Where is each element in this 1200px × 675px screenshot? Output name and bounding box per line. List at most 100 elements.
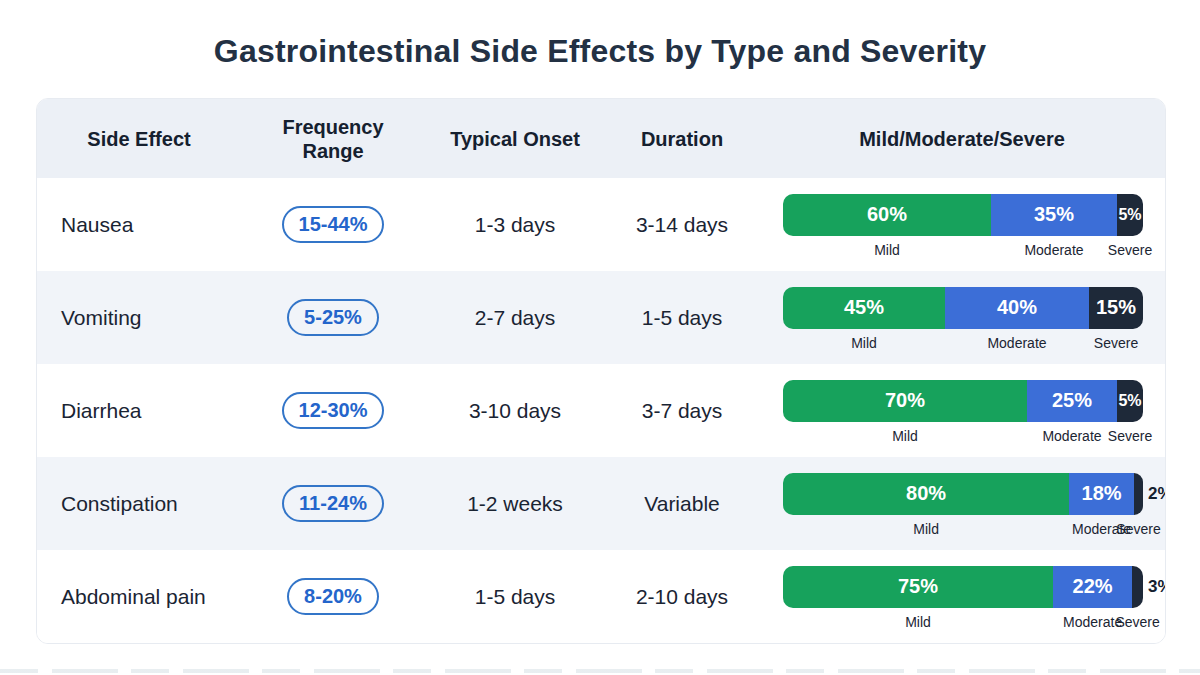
- severity-segment-mild: 75%Mild: [783, 566, 1053, 608]
- severity-stacked-bar: 45%Mild40%Moderate15%Severe: [783, 287, 1143, 329]
- table-header-row: Side Effect Frequency Range Typical Onse…: [37, 99, 1165, 178]
- duration-cell: 1-5 days: [605, 306, 759, 330]
- table-row: Constipation11-24%1-2 weeksVariable80%Mi…: [37, 457, 1165, 550]
- severity-legend-moderate: Moderate: [987, 335, 1046, 351]
- duration-value: Variable: [644, 492, 720, 515]
- frequency-range-cell: 5-25%: [241, 299, 425, 336]
- side-effect-name: Abdominal pain: [61, 585, 206, 608]
- typical-onset-cell: 1-5 days: [425, 585, 605, 609]
- severity-percent-mild: 80%: [906, 482, 946, 505]
- frequency-range-badge: 5-25%: [287, 299, 379, 336]
- severity-segment-mild: 60%Mild: [783, 194, 991, 236]
- frequency-range-badge: 12-30%: [282, 392, 385, 429]
- severity-cell: 75%Mild22%ModerateSevere3%: [759, 586, 1165, 608]
- severity-percent-moderate: 25%: [1052, 389, 1092, 412]
- side-effect-name: Nausea: [61, 213, 133, 236]
- severity-percent-mild: 60%: [867, 203, 907, 226]
- page-title: Gastrointestinal Side Effects by Type an…: [0, 33, 1200, 70]
- severity-legend-moderate: Moderate: [1063, 614, 1122, 630]
- severity-segment-mild: 45%Mild: [783, 287, 945, 329]
- severity-legend-severe: Severe: [1116, 521, 1160, 537]
- typical-onset-cell: 2-7 days: [425, 306, 605, 330]
- side-effects-table: Side Effect Frequency Range Typical Onse…: [36, 98, 1166, 644]
- severity-percent-severe: 5%: [1118, 392, 1141, 410]
- severity-stacked-bar: 80%Mild18%ModerateSevere: [783, 473, 1143, 515]
- typical-onset-cell: 3-10 days: [425, 399, 605, 423]
- severity-segment-mild: 80%Mild: [783, 473, 1069, 515]
- severity-percent-severe: 15%: [1096, 296, 1136, 319]
- severity-percent-mild: 70%: [885, 389, 925, 412]
- severity-percent-severe-outside: 2%: [1148, 473, 1166, 515]
- frequency-range-cell: 11-24%: [241, 485, 425, 522]
- duration-cell: 3-14 days: [605, 213, 759, 237]
- frequency-range-badge: 15-44%: [282, 206, 385, 243]
- frequency-range-badge: 8-20%: [287, 578, 379, 615]
- infographic-canvas: Gastrointestinal Side Effects by Type an…: [0, 0, 1200, 675]
- severity-legend-severe: Severe: [1094, 335, 1138, 351]
- side-effect-name: Constipation: [61, 492, 178, 515]
- severity-bar: 70%Mild25%Moderate5%Severe: [783, 380, 1143, 422]
- severity-legend-mild: Mild: [913, 521, 939, 537]
- side-effect-cell: Vomiting: [37, 306, 241, 330]
- table-row: Diarrhea12-30%3-10 days3-7 days70%Mild25…: [37, 364, 1165, 457]
- header-duration: Duration: [605, 127, 759, 151]
- severity-legend-severe: Severe: [1108, 242, 1152, 258]
- side-effect-cell: Nausea: [37, 213, 241, 237]
- severity-segment-moderate: 35%Moderate: [991, 194, 1117, 236]
- duration-value: 3-14 days: [636, 213, 728, 236]
- side-effect-cell: Constipation: [37, 492, 241, 516]
- frequency-range-cell: 15-44%: [241, 206, 425, 243]
- severity-percent-mild: 45%: [844, 296, 884, 319]
- severity-cell: 80%Mild18%ModerateSevere2%: [759, 493, 1165, 515]
- severity-bar: 80%Mild18%ModerateSevere2%: [783, 473, 1143, 515]
- side-effect-cell: Diarrhea: [37, 399, 241, 423]
- side-effect-cell: Abdominal pain: [37, 585, 241, 609]
- severity-segment-severe: 5%Severe: [1117, 380, 1143, 422]
- header-frequency-range: Frequency Range: [241, 115, 425, 163]
- severity-segment-moderate: 25%Moderate: [1027, 380, 1117, 422]
- severity-segment-moderate: 18%Moderate: [1069, 473, 1134, 515]
- severity-legend-mild: Mild: [892, 428, 918, 444]
- severity-legend-severe: Severe: [1115, 614, 1159, 630]
- typical-onset-value: 1-5 days: [475, 585, 556, 608]
- severity-bar: 45%Mild40%Moderate15%Severe: [783, 287, 1143, 329]
- header-side-effect: Side Effect: [37, 127, 241, 151]
- severity-legend-mild: Mild: [905, 614, 931, 630]
- header-typical-onset: Typical Onset: [425, 127, 605, 151]
- severity-legend-severe: Severe: [1108, 428, 1152, 444]
- severity-legend-moderate: Moderate: [1042, 428, 1101, 444]
- table-body: Nausea15-44%1-3 days3-14 days60%Mild35%M…: [37, 178, 1165, 643]
- typical-onset-cell: 1-3 days: [425, 213, 605, 237]
- severity-stacked-bar: 60%Mild35%Moderate5%Severe: [783, 194, 1143, 236]
- typical-onset-value: 1-3 days: [475, 213, 556, 236]
- typical-onset-cell: 1-2 weeks: [425, 492, 605, 516]
- cropped-text-artifact: [0, 669, 1200, 673]
- frequency-range-badge: 11-24%: [282, 485, 384, 522]
- side-effect-name: Diarrhea: [61, 399, 142, 422]
- severity-stacked-bar: 70%Mild25%Moderate5%Severe: [783, 380, 1143, 422]
- frequency-range-cell: 12-30%: [241, 392, 425, 429]
- severity-segment-severe: 15%Severe: [1089, 287, 1143, 329]
- severity-percent-mild: 75%: [898, 575, 938, 598]
- duration-cell: Variable: [605, 492, 759, 516]
- header-severity: Mild/Moderate/Severe: [759, 127, 1165, 151]
- severity-legend-mild: Mild: [874, 242, 900, 258]
- severity-cell: 60%Mild35%Moderate5%Severe: [759, 214, 1165, 236]
- typical-onset-value: 2-7 days: [475, 306, 556, 329]
- frequency-range-cell: 8-20%: [241, 578, 425, 615]
- duration-value: 2-10 days: [636, 585, 728, 608]
- duration-value: 1-5 days: [642, 306, 723, 329]
- severity-percent-moderate: 35%: [1034, 203, 1074, 226]
- table-row: Abdominal pain8-20%1-5 days2-10 days75%M…: [37, 550, 1165, 643]
- severity-segment-moderate: 40%Moderate: [945, 287, 1089, 329]
- severity-stacked-bar: 75%Mild22%ModerateSevere: [783, 566, 1143, 608]
- severity-percent-moderate: 18%: [1082, 482, 1122, 505]
- severity-segment-severe: Severe: [1134, 473, 1143, 515]
- duration-cell: 2-10 days: [605, 585, 759, 609]
- severity-segment-moderate: 22%Moderate: [1053, 566, 1132, 608]
- severity-bar: 75%Mild22%ModerateSevere3%: [783, 566, 1143, 608]
- typical-onset-value: 3-10 days: [469, 399, 561, 422]
- table-row: Nausea15-44%1-3 days3-14 days60%Mild35%M…: [37, 178, 1165, 271]
- duration-cell: 3-7 days: [605, 399, 759, 423]
- severity-cell: 70%Mild25%Moderate5%Severe: [759, 400, 1165, 422]
